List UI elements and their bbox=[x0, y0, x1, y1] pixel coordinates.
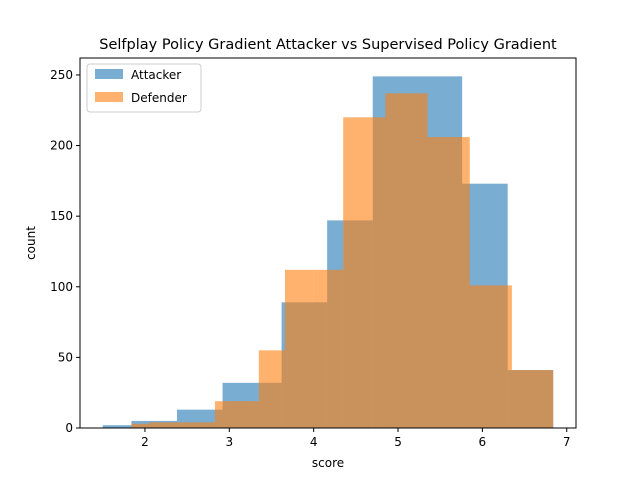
y-axis-ticks: 0 50 100 150 200 250 bbox=[50, 68, 80, 435]
x-tick-label: 5 bbox=[394, 435, 402, 449]
bars-layer bbox=[102, 76, 554, 429]
chart-title: Selfplay Policy Gradient Attacker vs Sup… bbox=[99, 37, 557, 53]
legend-label-defender: Defender bbox=[131, 91, 187, 105]
legend-swatch-attacker bbox=[95, 69, 123, 79]
defender-bar-6 bbox=[313, 269, 344, 428]
y-axis-label: count bbox=[24, 226, 38, 260]
defender-bar-1 bbox=[149, 422, 215, 428]
x-tick-label: 7 bbox=[563, 435, 571, 449]
y-tick-label: 200 bbox=[50, 139, 73, 153]
attacker-bar-0 bbox=[102, 425, 132, 428]
defender-bar-10 bbox=[427, 137, 470, 428]
legend-label-attacker: Attacker bbox=[131, 68, 181, 82]
plot-frame bbox=[79, 57, 577, 429]
defender-bar-3 bbox=[238, 401, 259, 428]
defender-bar-2 bbox=[214, 401, 239, 428]
x-tick-label: 4 bbox=[310, 435, 318, 449]
defender-bar-0 bbox=[131, 423, 150, 428]
defender-bar-8 bbox=[372, 117, 386, 428]
legend: Attacker Defender bbox=[86, 63, 202, 113]
y-tick-label: 50 bbox=[58, 350, 73, 364]
defender-bar-4 bbox=[258, 350, 285, 428]
defender-bar-12 bbox=[511, 370, 554, 428]
y-tick-label: 250 bbox=[50, 68, 73, 82]
y-tick-label: 100 bbox=[50, 280, 73, 294]
y-tick-label: 0 bbox=[65, 421, 73, 435]
legend-swatch-defender bbox=[95, 92, 123, 102]
x-axis-ticks: 2 3 4 5 6 7 bbox=[141, 428, 571, 449]
defender-bar-5 bbox=[284, 269, 314, 428]
x-tick-label: 3 bbox=[225, 435, 233, 449]
x-axis-label: score bbox=[312, 456, 344, 470]
defender-bar-7 bbox=[343, 117, 373, 428]
x-tick-label: 6 bbox=[479, 435, 487, 449]
y-tick-label: 150 bbox=[50, 209, 73, 223]
x-tick-label: 2 bbox=[141, 435, 149, 449]
defender-bar-9 bbox=[385, 93, 428, 428]
defender-bar-11 bbox=[469, 285, 512, 428]
